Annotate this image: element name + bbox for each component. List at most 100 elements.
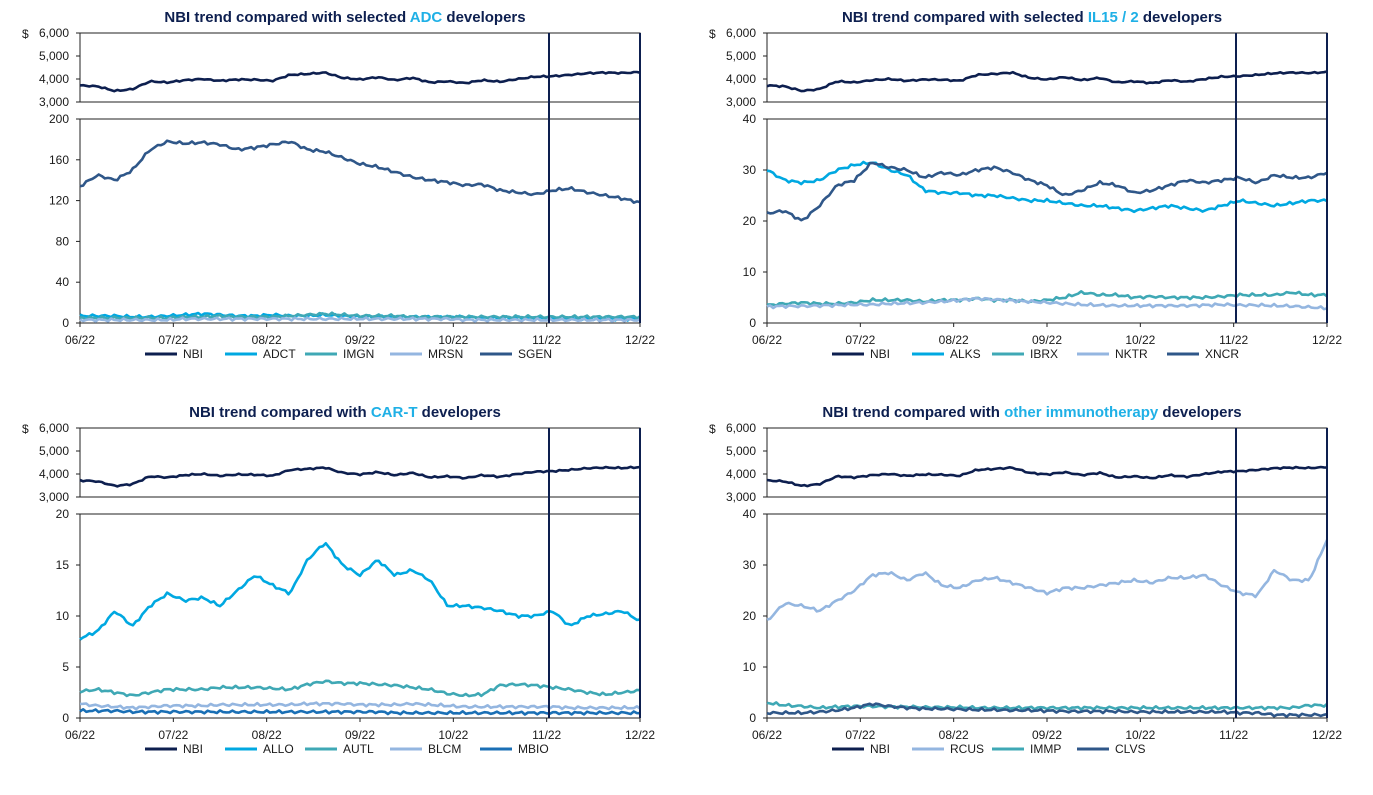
legend-label-imgn: IMGN xyxy=(343,347,374,361)
currency-label: $ xyxy=(22,422,29,436)
legend-label-rcus: RCUS xyxy=(950,742,984,756)
series-line-xncr xyxy=(766,161,1328,222)
legend-label-blcm: BLCM xyxy=(428,742,461,756)
currency-label: $ xyxy=(709,27,716,41)
legend-label-mbio: MBIO xyxy=(518,742,549,756)
main-y-tick-label: 30 xyxy=(743,163,757,177)
series-line-sgen xyxy=(79,139,641,204)
legend-label-nbi: NBI xyxy=(870,742,890,756)
nbi-y-tick-label: 4,000 xyxy=(39,467,69,481)
x-tick-label: 10/22 xyxy=(1125,728,1155,742)
nbi-y-tick-label: 5,000 xyxy=(726,444,756,458)
x-tick-label: 06/22 xyxy=(752,333,782,347)
legend-label-clvs: CLVS xyxy=(1115,742,1145,756)
legend-label-nbi: NBI xyxy=(870,347,890,361)
series-line-nbi xyxy=(79,70,641,93)
x-tick-label: 10/22 xyxy=(1125,333,1155,347)
x-tick-label: 10/22 xyxy=(438,728,468,742)
x-tick-label: 09/22 xyxy=(345,728,375,742)
main-y-tick-label: 20 xyxy=(743,609,757,623)
title-prefix: NBI trend compared with xyxy=(189,404,371,421)
nbi-y-tick-label: 6,000 xyxy=(726,26,756,40)
main-y-tick-label: 10 xyxy=(743,265,757,279)
nbi-y-tick-label: 6,000 xyxy=(39,421,69,435)
series-line-nktr xyxy=(766,296,1328,311)
x-tick-label: 12/22 xyxy=(1312,728,1342,742)
legend-label-nbi: NBI xyxy=(183,742,203,756)
x-tick-label: 08/22 xyxy=(939,728,969,742)
legend-label-immp: IMMP xyxy=(1030,742,1061,756)
series-line-autl xyxy=(79,679,641,698)
nbi-y-tick-label: 4,000 xyxy=(39,72,69,86)
x-tick-label: 08/22 xyxy=(939,333,969,347)
main-y-tick-label: 20 xyxy=(743,214,757,228)
x-tick-label: 10/22 xyxy=(438,333,468,347)
x-tick-label: 06/22 xyxy=(752,728,782,742)
legend-label-nbi: NBI xyxy=(183,347,203,361)
nbi-plot-frame xyxy=(766,32,1328,103)
main-y-tick-label: 0 xyxy=(749,711,756,725)
main-y-tick-label: 10 xyxy=(56,609,70,623)
main-y-tick-label: 10 xyxy=(743,660,757,674)
x-tick-label: 07/22 xyxy=(845,333,875,347)
title-suffix: developers xyxy=(442,9,525,26)
main-y-tick-label: 15 xyxy=(56,558,70,572)
main-plot-frame xyxy=(766,513,1328,719)
legend-label-adct: ADCT xyxy=(263,347,296,361)
main-y-tick-label: 40 xyxy=(743,112,757,126)
main-y-tick-label: 30 xyxy=(743,558,757,572)
chart-title: NBI trend compared with selected IL15 / … xyxy=(842,9,1222,26)
legend-label-ibrx: IBRX xyxy=(1030,347,1058,361)
legend-label-xncr: XNCR xyxy=(1205,347,1239,361)
series-line-ibrx xyxy=(766,289,1328,307)
x-tick-label: 11/22 xyxy=(1219,728,1248,742)
chart-panel-adc: NBI trend compared with selected ADC dev… xyxy=(22,9,655,361)
main-y-tick-label: 120 xyxy=(49,194,69,208)
main-plot-frame xyxy=(766,118,1328,324)
x-tick-label: 12/22 xyxy=(1312,333,1342,347)
series-line-nbi xyxy=(766,70,1328,93)
main-y-tick-label: 80 xyxy=(56,234,70,248)
main-y-tick-label: 40 xyxy=(56,275,70,289)
x-tick-label: 06/22 xyxy=(65,333,95,347)
x-tick-label: 07/22 xyxy=(158,728,188,742)
title-highlight: IL15 / 2 xyxy=(1088,9,1139,26)
series-line-blcm xyxy=(79,701,641,711)
legend-label-autl: AUTL xyxy=(343,742,374,756)
nbi-y-tick-label: 4,000 xyxy=(726,467,756,481)
x-tick-label: 07/22 xyxy=(845,728,875,742)
series-line-nbi xyxy=(79,465,641,488)
nbi-y-tick-label: 6,000 xyxy=(726,421,756,435)
legend-label-allo: ALLO xyxy=(263,742,294,756)
series-line-mbio xyxy=(79,707,641,716)
title-highlight: ADC xyxy=(410,9,443,26)
x-tick-label: 11/22 xyxy=(532,333,561,347)
nbi-y-tick-label: 3,000 xyxy=(39,95,69,109)
nbi-y-tick-label: 5,000 xyxy=(39,49,69,63)
series-line-alks xyxy=(766,160,1328,214)
legend-label-alks: ALKS xyxy=(950,347,981,361)
chart-title: NBI trend compared with selected ADC dev… xyxy=(164,9,525,26)
legend-label-nktr: NKTR xyxy=(1115,347,1148,361)
x-tick-label: 12/22 xyxy=(625,333,655,347)
title-prefix: NBI trend compared with xyxy=(822,404,1004,421)
title-suffix: developers xyxy=(417,404,500,421)
chart-title: NBI trend compared with CAR-T developers xyxy=(189,404,501,421)
title-suffix: developers xyxy=(1158,404,1241,421)
x-tick-label: 11/22 xyxy=(532,728,561,742)
nbi-y-tick-label: 3,000 xyxy=(726,490,756,504)
series-line-clvs xyxy=(766,702,1328,718)
chart-panel-immunotherapy: NBI trend compared with other immunother… xyxy=(709,404,1342,756)
nbi-y-tick-label: 5,000 xyxy=(726,49,756,63)
series-line-nbi xyxy=(766,465,1328,488)
nbi-plot-frame xyxy=(79,427,641,498)
main-y-tick-label: 0 xyxy=(62,711,69,725)
main-y-tick-label: 200 xyxy=(49,112,69,126)
chart-title: NBI trend compared with other immunother… xyxy=(822,404,1241,421)
main-y-tick-label: 0 xyxy=(749,316,756,330)
nbi-y-tick-label: 3,000 xyxy=(726,95,756,109)
x-tick-label: 08/22 xyxy=(252,333,282,347)
nbi-y-tick-label: 6,000 xyxy=(39,26,69,40)
x-tick-label: 11/22 xyxy=(1219,333,1248,347)
